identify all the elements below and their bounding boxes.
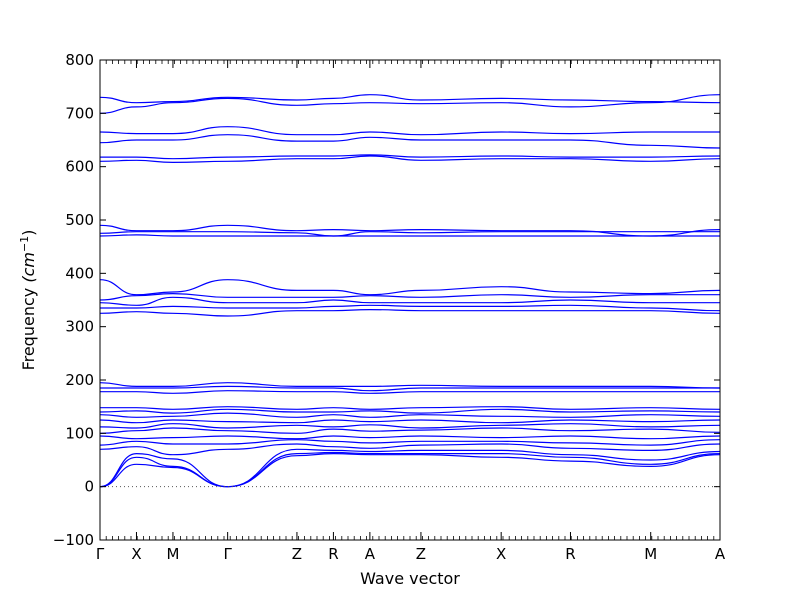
y-axis-label-close: ) [19, 230, 38, 236]
x-tick-label: X [496, 545, 506, 563]
band-line [99, 385, 720, 392]
band-line [99, 406, 721, 410]
band-lines [99, 94, 721, 488]
band-line [99, 435, 721, 440]
band-line [99, 126, 720, 136]
band-line [99, 292, 720, 301]
x-tick-label: R [565, 545, 575, 563]
y-tick-label: 100 [65, 424, 94, 442]
y-tick-label: 600 [65, 158, 94, 176]
band-line [99, 439, 721, 446]
x-tick-label: R [328, 545, 338, 563]
y-tick-label: 300 [65, 318, 94, 336]
x-tick-label: A [715, 545, 726, 563]
x-tick-label: A [365, 545, 376, 563]
y-axis-label-unit: (cm [19, 252, 38, 283]
band-line [99, 443, 721, 456]
band-line [99, 234, 720, 237]
band-line [99, 451, 721, 488]
x-tick-label: Γ [223, 545, 232, 563]
y-tick-label: 500 [65, 211, 94, 229]
x-tick-label: Z [292, 545, 302, 563]
y-tick-label: 400 [65, 264, 94, 282]
y-tick-label: 700 [65, 104, 94, 122]
x-tick-label: M [644, 545, 657, 563]
y-tick-label: 800 [65, 51, 94, 69]
band-line [99, 390, 720, 394]
band-line [99, 94, 721, 114]
y-tick-label: 200 [65, 371, 94, 389]
band-line [99, 134, 721, 149]
band-line [99, 427, 721, 434]
y-tick-labels: −100 0 100 200 300 400 500 600 700 800 [53, 51, 94, 549]
x-tick-label: M [166, 545, 179, 563]
band-line [99, 279, 721, 296]
y-axis-label-main: Frequency [19, 283, 38, 371]
x-tick-label: Z [416, 545, 426, 563]
band-line [99, 423, 721, 429]
band-line [99, 382, 721, 389]
y-tick-label: 0 [84, 478, 94, 496]
band-line [99, 408, 721, 414]
x-tick-label: Γ [96, 545, 105, 563]
plot-frame [99, 59, 721, 541]
band-line [99, 308, 721, 317]
band-line [99, 155, 721, 164]
x-axis-label: Wave vector [360, 569, 460, 588]
band-line [99, 448, 721, 488]
x-tick-label: X [131, 545, 141, 563]
band-line [99, 94, 721, 104]
band-line [99, 452, 721, 488]
y-axis-label-exponent: −1 [18, 236, 31, 252]
band-line [99, 419, 721, 424]
band-line [99, 412, 721, 418]
band-line [99, 224, 721, 237]
band-line [99, 296, 720, 306]
y-tick-label: −100 [53, 531, 94, 549]
band-line [100, 154, 721, 160]
band-line [99, 304, 721, 312]
y-axis-label: Frequency (cm−1) [18, 230, 38, 371]
